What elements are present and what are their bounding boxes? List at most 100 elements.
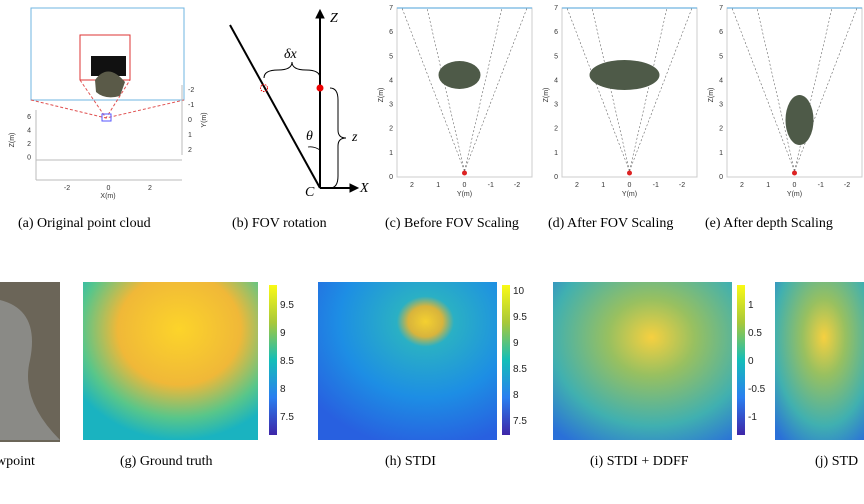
x-label: Y(m): [457, 191, 472, 198]
colorbar-tick: 7.5: [513, 416, 527, 427]
colorbar-tick: 10: [513, 286, 525, 297]
depth: z: [351, 130, 358, 145]
y-tick-label: 2: [554, 126, 558, 133]
plot-frame: [562, 8, 697, 177]
y-label: Z(m): [378, 88, 385, 103]
x-tick-label: 0: [107, 185, 111, 192]
y-label: Z(m): [543, 88, 550, 103]
origin: C: [305, 185, 315, 200]
z-tick-label: 0: [27, 155, 31, 162]
panel-b: Z X C δx θ z: [230, 10, 369, 200]
y-tick-label: 2: [188, 147, 192, 154]
plot-frame: [727, 8, 862, 177]
colorbar-tick: -0.5: [748, 384, 766, 395]
colorbar-tick: 8: [513, 390, 519, 401]
colorbar-tick: -1: [748, 412, 757, 423]
colorbar-tick: 9: [280, 328, 286, 339]
caption: (g) Ground truth: [120, 454, 213, 470]
colorbar-tick: 9.5: [513, 312, 527, 323]
axis-x: X: [359, 181, 369, 196]
x-tick-label: 1: [601, 182, 605, 189]
z-tick-label: 2: [27, 141, 31, 148]
y-tick-label: 2: [389, 126, 393, 133]
caption: (i) STDI + DDFF: [590, 454, 689, 470]
point-cloud: [439, 61, 481, 89]
page: {"panel_a": {"caption": "(a) Original po…: [0, 0, 864, 504]
image-j: [775, 282, 864, 440]
frustum: [795, 8, 833, 171]
caption: (e) After depth Scaling: [705, 216, 855, 232]
figure: X(m) Z(m) Y(m) -2 0 2 6 4 2 0 -2 -1 0 1 2 Z X C δx …: [0, 0, 864, 504]
y-tick-label: 5: [554, 53, 558, 60]
colorbar-tick: 0: [748, 356, 754, 367]
y-tick-label: 7: [389, 5, 393, 12]
y-tick-label: 4: [719, 77, 723, 84]
y-tick-label: 5: [719, 53, 723, 60]
x-label: Y(m): [787, 191, 802, 198]
x-tick-label: 0: [463, 182, 467, 189]
colorbar-tick: 7.5: [280, 412, 294, 423]
y-tick-label: 0: [389, 174, 393, 181]
x-label: X(m): [100, 193, 115, 200]
frustum: [465, 8, 503, 171]
shift: δx: [284, 47, 298, 62]
x-tick-label: 2: [740, 182, 744, 189]
frustum: [732, 8, 795, 171]
caption: (d) After FOV Scaling: [548, 216, 698, 232]
caption: (j) STD: [815, 454, 858, 470]
x-tick-label: -1: [488, 182, 494, 189]
z-label: Z(m): [9, 133, 16, 148]
y-tick-label: 3: [389, 102, 393, 109]
frustum: [402, 8, 465, 171]
camera: [462, 171, 467, 176]
caption: (c) Before FOV Scaling: [385, 216, 543, 232]
image-h: [318, 282, 497, 440]
caption: wpoint: [0, 454, 35, 470]
x-tick-label: -1: [653, 182, 659, 189]
z-tick-label: 4: [27, 128, 31, 135]
x-tick-label: -2: [844, 182, 850, 189]
y-tick-label: 6: [554, 29, 558, 36]
x-tick-label: -2: [514, 182, 520, 189]
y-tick-label: 2: [719, 126, 723, 133]
y-tick-label: 7: [554, 5, 558, 12]
colorbar-tick: 8: [280, 384, 286, 395]
colorbar-tick: 8.5: [280, 356, 294, 367]
caption: (b) FOV rotation: [232, 216, 382, 232]
point-cloud: [786, 95, 814, 145]
x-tick-label: 2: [148, 185, 152, 192]
colorbar-tick: 1: [748, 300, 754, 311]
x-tick-label: 2: [410, 182, 414, 189]
frustum: [630, 8, 693, 171]
angle: θ: [306, 129, 313, 144]
x-tick-label: -2: [64, 185, 70, 192]
colorbar-tick: 8.5: [513, 364, 527, 375]
caption: (h) STDI: [385, 454, 436, 470]
colorbar-tick: 9.5: [280, 300, 294, 311]
y-tick-label: 6: [719, 29, 723, 36]
y-tick-label: 1: [719, 150, 723, 157]
frustum: [757, 8, 795, 171]
x-tick-label: 1: [436, 182, 440, 189]
y-tick-label: -2: [188, 87, 194, 94]
x-tick-label: 0: [793, 182, 797, 189]
x-tick-label: -1: [818, 182, 824, 189]
y-tick-label: 6: [389, 29, 393, 36]
y-tick-label: -1: [188, 102, 194, 109]
x-tick-label: 0: [628, 182, 632, 189]
frustum: [427, 8, 465, 171]
x-tick-label: -2: [679, 182, 685, 189]
y-tick-label: 3: [554, 102, 558, 109]
x-label: Y(m): [622, 191, 637, 198]
frustum: [465, 8, 528, 171]
y-tick-label: 1: [188, 132, 192, 139]
frustum: [795, 8, 858, 171]
y-tick-label: 7: [719, 5, 723, 12]
camera: [627, 171, 632, 176]
y-label: Z(m): [708, 88, 715, 103]
y-tick-label: 4: [554, 77, 558, 84]
y-tick-label: 0: [719, 174, 723, 181]
y-tick-label: 4: [389, 77, 393, 84]
